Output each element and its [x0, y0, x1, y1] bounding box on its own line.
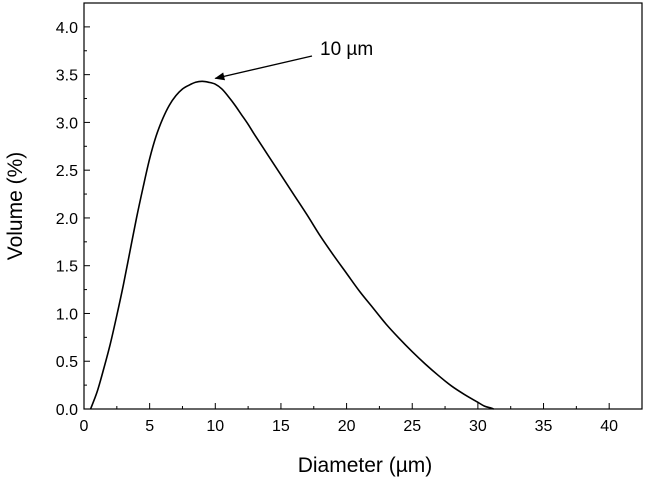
peak-annotation-label: 10 µm: [320, 39, 373, 60]
x-tick-label: 0: [80, 418, 89, 435]
x-tick-label: 10: [206, 418, 224, 435]
x-tick-label: 15: [272, 418, 290, 435]
x-axis-ticks: 0 5 10 15 20 25 30 35 40: [80, 403, 618, 435]
y-tick-label: 1.5: [56, 259, 78, 276]
x-tick-label: 35: [535, 418, 553, 435]
y-axis-title: Volume (%): [4, 152, 27, 261]
y-tick-label: 0.0: [56, 402, 78, 419]
y-tick-label: 1.0: [56, 306, 78, 323]
y-tick-label: 2.0: [56, 211, 78, 228]
y-tick-label: 0.5: [56, 354, 78, 371]
peak-annotation-arrow: [214, 55, 313, 81]
x-tick-label: 20: [338, 418, 356, 435]
y-tick-label: 3.0: [56, 115, 78, 132]
x-tick-label: 25: [403, 418, 421, 435]
x-axis-title: Diameter (µm): [298, 454, 433, 477]
y-tick-label: 2.5: [56, 163, 78, 180]
plot-frame: [83, 2, 643, 410]
y-tick-label: 3.5: [56, 68, 78, 85]
y-tick-label: 4.0: [56, 20, 78, 37]
x-tick-label: 40: [600, 418, 618, 435]
x-tick-label: 30: [469, 418, 487, 435]
volume-series-line: [89, 80, 494, 410]
x-tick-label: 5: [145, 418, 154, 435]
y-axis-ticks: 0.0 0.5 1.0 1.5 2.0 2.5 3.0 3.5 4.0: [56, 20, 90, 419]
